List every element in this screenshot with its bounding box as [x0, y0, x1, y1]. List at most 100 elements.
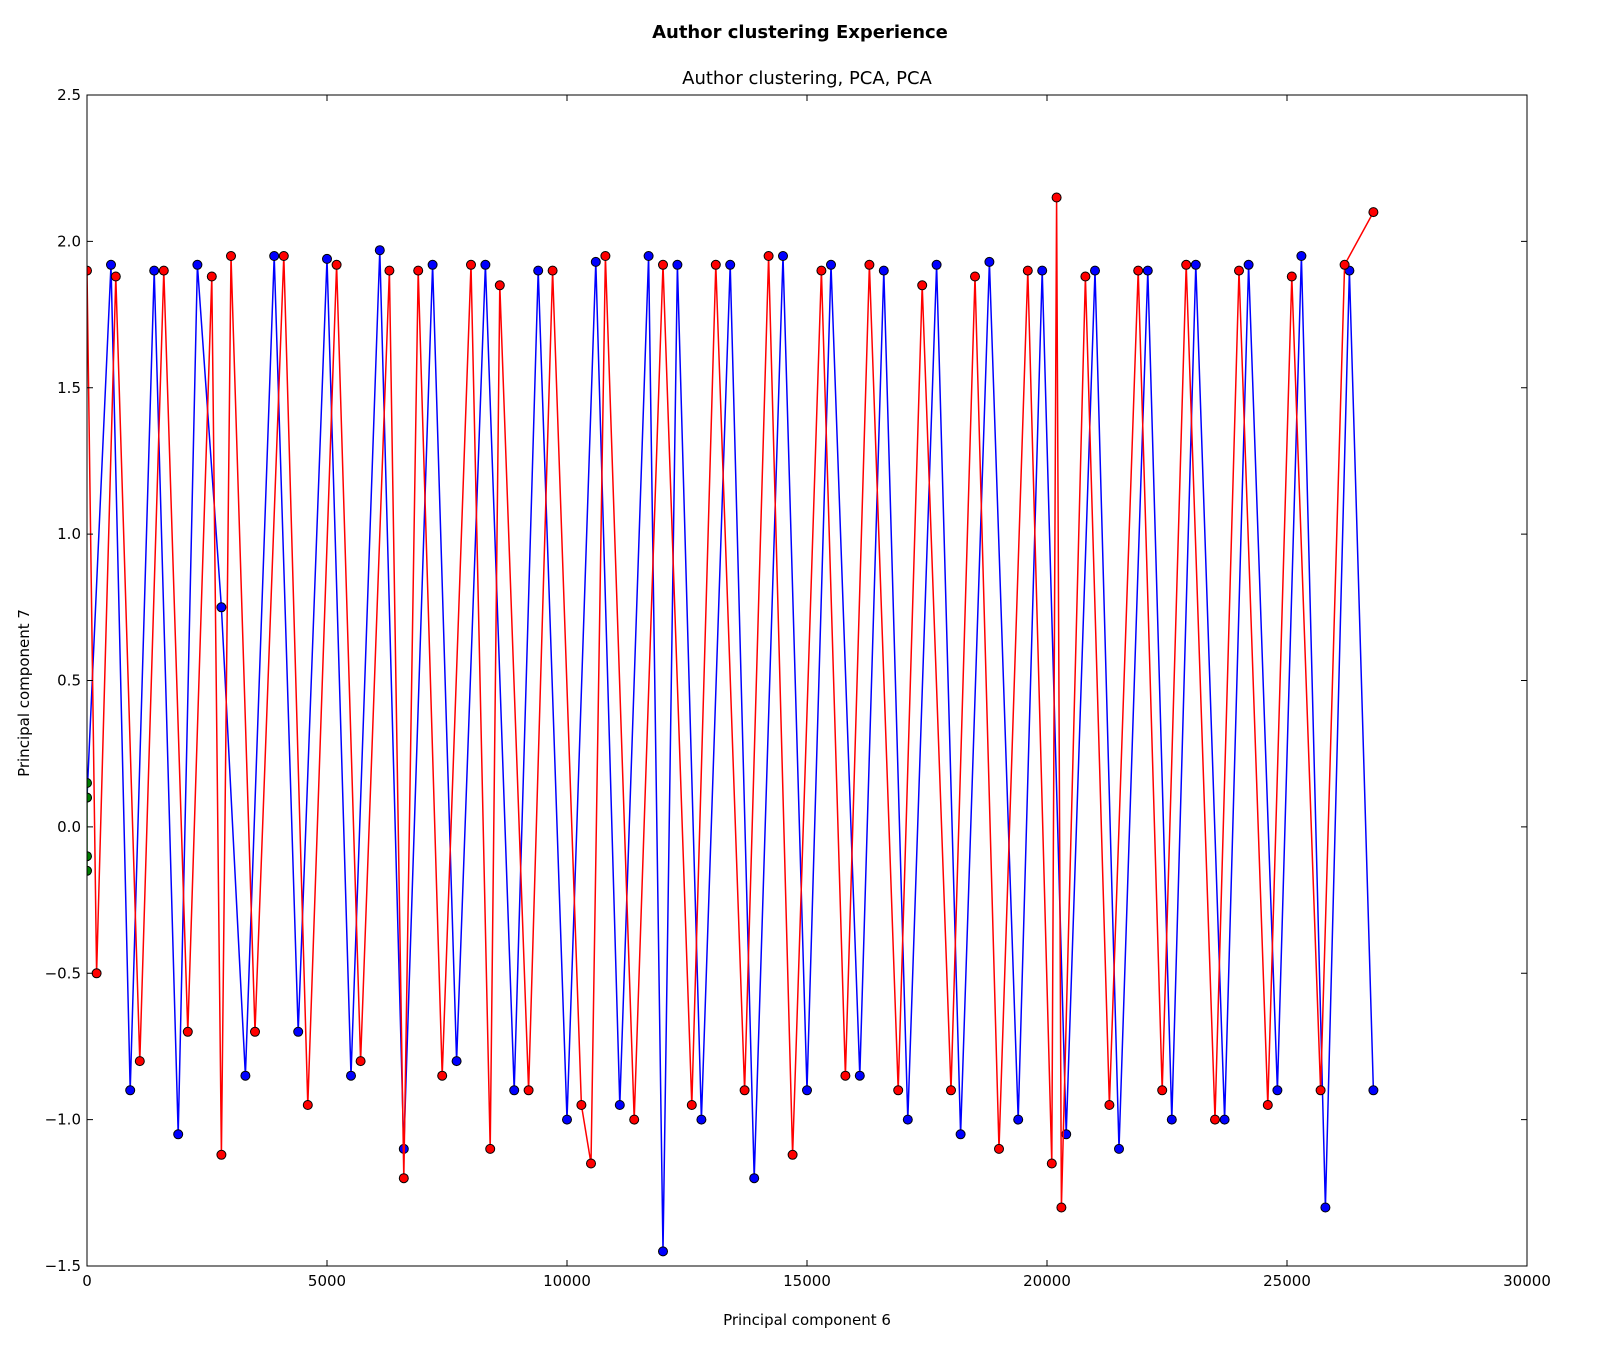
series-1-point [1234, 265, 1244, 276]
y-tick-label: −1.5 [45, 1257, 81, 1275]
series-0-point [643, 251, 654, 261]
series-0-point [778, 251, 788, 261]
series-2-point [87, 865, 92, 876]
series-0-point [878, 265, 889, 276]
series-0-point [293, 1026, 304, 1037]
series-0-point [1142, 265, 1153, 276]
series-1-point [134, 1056, 145, 1067]
y-tick-label: 2.5 [57, 86, 81, 104]
x-tick-label: 25000 [1263, 1272, 1311, 1290]
series-1-point [250, 1026, 260, 1037]
series-0-point [1114, 1143, 1124, 1154]
series-0-point [1090, 265, 1100, 276]
series-2-point [87, 792, 92, 803]
series-0-point [562, 1114, 572, 1125]
series-1-point [485, 1143, 496, 1154]
series-1-point [1368, 207, 1379, 218]
series-1-point [816, 265, 827, 276]
series-0-point [1219, 1114, 1230, 1125]
x-axis-label: Principal component 6 [723, 1311, 891, 1329]
x-tick-label: 0 [82, 1272, 92, 1290]
series-0-point [192, 259, 203, 270]
series-1-point [576, 1100, 587, 1110]
chart-title: Author clustering, PCA, PCA [682, 68, 932, 89]
series-1-point [355, 1056, 366, 1067]
series-0-point [984, 256, 995, 267]
series-0-point [427, 259, 438, 270]
series-line-0 [87, 249, 1375, 1253]
series-line-1 [87, 196, 1375, 1209]
series-1-point [710, 259, 721, 270]
y-tick-label: −1.0 [45, 1111, 81, 1129]
series-2-point [87, 851, 92, 862]
series-1-point [1056, 1202, 1067, 1213]
series-0-point [240, 1070, 251, 1081]
series-1-point [87, 265, 92, 276]
series-1-point [216, 1149, 227, 1160]
series-0-point [672, 259, 683, 270]
series-0-point [374, 245, 385, 256]
series-1-point [917, 280, 928, 291]
series-0-point [749, 1173, 760, 1184]
y-tick-label: −0.5 [45, 964, 81, 982]
series-0-point [322, 253, 332, 264]
series-0-point [173, 1129, 184, 1140]
series-1-point [466, 259, 476, 270]
series-1-point [413, 265, 424, 276]
series-2-point [87, 778, 92, 788]
x-tick-label: 15000 [783, 1272, 831, 1290]
series-1-point [1104, 1100, 1115, 1110]
series-1-point [398, 1173, 409, 1184]
series-1-point [586, 1158, 596, 1169]
series-0-point [480, 259, 491, 270]
series-1-point [547, 265, 558, 276]
figure-suptitle: Author clustering Experience [652, 22, 948, 43]
series-0-point [1296, 251, 1307, 261]
series-1-point [1051, 192, 1062, 203]
series-1-point [331, 259, 342, 270]
series-0-point [955, 1129, 966, 1140]
series-1-point [1133, 265, 1144, 276]
series-1-point [840, 1070, 851, 1081]
series-1-point [1315, 1085, 1326, 1096]
series-1-point [970, 271, 980, 282]
series-1-point [763, 251, 774, 261]
series-1-point [1339, 259, 1350, 270]
series-0-point [1320, 1202, 1331, 1213]
series-0-point [902, 1114, 913, 1125]
series-0-point [614, 1100, 625, 1110]
x-tick-label: 5000 [308, 1272, 346, 1290]
series-1-point [658, 259, 668, 270]
series-1-point [523, 1085, 534, 1096]
series-0-point [658, 1246, 668, 1257]
series-group [87, 192, 1379, 1257]
series-0-point [1013, 1114, 1024, 1125]
series-0-point [149, 265, 160, 276]
series-1-point [1181, 259, 1192, 270]
series-0-point [1368, 1085, 1379, 1096]
series-0-point [451, 1056, 462, 1067]
series-1-point [206, 271, 217, 282]
y-tick-label: 0.5 [57, 672, 81, 690]
series-1-point [629, 1114, 640, 1125]
series-1-point [1286, 271, 1297, 282]
series-0-point [854, 1070, 865, 1081]
series-0-point [1166, 1114, 1177, 1125]
series-1-point [1046, 1158, 1057, 1169]
series-0-point [802, 1085, 812, 1096]
y-tick-label: 0.0 [57, 818, 81, 836]
series-0-point [725, 259, 736, 270]
x-tick-label: 10000 [543, 1272, 591, 1290]
series-1-point [110, 271, 121, 282]
series-1-point [226, 251, 236, 261]
series-1-point [994, 1143, 1004, 1154]
series-1-point [739, 1085, 750, 1096]
series-1-point [893, 1085, 904, 1096]
x-tick-label: 20000 [1023, 1272, 1071, 1290]
series-0-point [106, 259, 116, 270]
series-0-point [509, 1085, 520, 1096]
series-0-point [1190, 259, 1201, 270]
series-0-point [269, 251, 280, 261]
